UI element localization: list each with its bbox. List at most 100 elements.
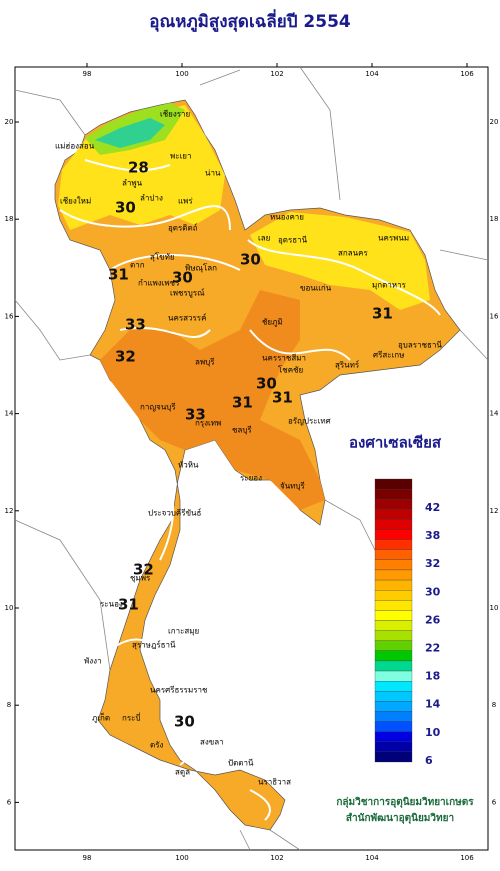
lat-tick-label: 12 [490, 507, 499, 515]
province-label: นครสวรรค์ [168, 313, 206, 323]
legend-swatch [374, 549, 413, 561]
lat-tick-label: 10 [490, 604, 499, 612]
lat-tick-label: 18 [490, 215, 499, 223]
province-label: อุดรธานี [278, 236, 308, 245]
legend-swatch [374, 559, 413, 571]
lat-tick-label: 8 [7, 701, 11, 709]
legend-swatch [374, 721, 413, 732]
province-label: พะเยา [170, 152, 191, 161]
province-label: เชียงราย [160, 110, 190, 119]
zone-22 [95, 118, 165, 148]
province-label: ตาก [130, 261, 145, 270]
lat-tick-label: 16 [490, 312, 499, 320]
lat-tick-label: 6 [492, 798, 497, 806]
contour-label: 31 [272, 389, 293, 407]
legend-swatch [374, 701, 413, 712]
contour-label: 30 [172, 269, 193, 287]
province-label: อุบลราชธานี [398, 341, 442, 350]
legend-swatch [374, 600, 413, 611]
contour-label: 33 [125, 316, 146, 334]
contour-label: 31 [372, 305, 393, 323]
province-label: นครราชสีมา [262, 354, 306, 363]
province-label: มุกดาหาร [372, 281, 407, 290]
footer-line: กลุ่มวิชาการอุตุนิยมวิทยาเกษตร [336, 796, 474, 808]
contour-label: 30 [174, 713, 195, 731]
zone-31 [100, 290, 325, 510]
contours [59, 159, 441, 821]
legend-swatch [374, 509, 413, 520]
contour-label: 32 [133, 561, 154, 579]
lat-tick-label: 10 [5, 604, 14, 612]
province-label: นครพนม [378, 234, 409, 243]
legend-swatch [374, 630, 413, 641]
province-label: ภูเก็ต [92, 713, 110, 724]
legend-swatch [374, 640, 413, 651]
legend-swatch [374, 539, 413, 550]
contour-label: 30 [115, 199, 136, 217]
lon-tick-label: 100 [175, 70, 188, 78]
province-label: พิษณุโลก [185, 263, 217, 273]
legend-label: 6 [425, 754, 433, 767]
lat-tick-label: 6 [7, 798, 12, 806]
lon-tick-label: 106 [460, 70, 474, 78]
province-label: น่าน [205, 169, 221, 178]
lon-tick-label: 104 [365, 70, 379, 78]
legend-swatch [374, 499, 413, 510]
contour-label: 31 [108, 266, 129, 284]
province-label: นครศรีธรรมราช [150, 686, 208, 695]
lat-tick-label: 16 [5, 312, 14, 320]
legend-swatch [374, 590, 413, 601]
province-label: ขอนแก่น [300, 284, 332, 293]
legend-swatch [374, 711, 413, 722]
legend-title: องศาเซลเซียส [349, 434, 442, 452]
province-label: หัวหิน [178, 461, 199, 470]
contour-label: 28 [128, 159, 149, 177]
legend-swatch [374, 488, 413, 500]
contour-label: 30 [240, 251, 261, 269]
legend-label: 38 [425, 529, 440, 542]
lat-tick-label: 20 [5, 118, 14, 126]
lat-tick-label: 20 [490, 118, 499, 126]
legend-swatch [374, 660, 413, 672]
province-labels: เชียงราย แม่ฮ่องสอน เชียงใหม่ พะเยา ลำพู… [55, 110, 442, 787]
contour-label: 31 [232, 394, 253, 412]
province-label: สุโขทัย [150, 252, 175, 262]
contour-label: 33 [185, 406, 206, 424]
lon-tick-label: 98 [83, 854, 92, 862]
contour-label: 32 [115, 348, 136, 366]
province-label: โชคชัย [278, 365, 303, 375]
neighbor-borders [14, 66, 489, 851]
lon-tick-label: 98 [83, 70, 92, 78]
province-label: สุราษฎร์ธานี [132, 640, 176, 650]
legend-label: 18 [425, 670, 440, 683]
province-label: ประจวบคีรีขันธ์ [148, 508, 202, 518]
province-label: พังงา [84, 657, 102, 666]
legend-swatch [374, 691, 413, 702]
lon-tick-label: 104 [365, 854, 379, 862]
legend-swatch [374, 680, 413, 692]
contour-labels: 28 30 31 30 30 33 32 31 30 31 33 31 32 3… [108, 159, 393, 731]
province-label: ลำพูน [122, 179, 143, 189]
contour-label: 30 [256, 375, 277, 393]
province-label: เลย [258, 234, 270, 243]
lat-tick-label: 8 [492, 701, 496, 709]
legend-swatch [374, 741, 413, 753]
lat-tick-label: 18 [5, 215, 14, 223]
legend-swatch [374, 579, 413, 591]
province-label: ระยอง [240, 474, 262, 483]
contour-label: 31 [118, 596, 139, 614]
province-label: สุรินทร์ [335, 360, 360, 370]
province-label: แพร่ [178, 197, 193, 206]
province-label: ลพบุรี [195, 358, 215, 367]
province-label: เพชรบูรณ์ [170, 288, 205, 299]
province-label: จันทบุรี [280, 482, 306, 491]
province-label: สตูล [175, 768, 190, 778]
province-label: เกาะสมุย [168, 627, 199, 636]
legend-label: 14 [425, 698, 441, 711]
lon-tick-label: 102 [270, 70, 283, 78]
legend-label: 26 [425, 613, 441, 626]
lon-tick-label: 100 [175, 854, 188, 862]
province-label: ชุมพร [130, 574, 151, 583]
province-label: กาญจนบุรี [140, 403, 176, 412]
